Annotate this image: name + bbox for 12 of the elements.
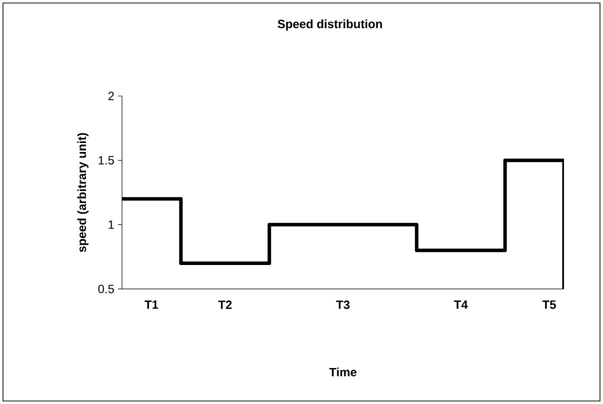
x-tick-label: T4: [454, 300, 468, 309]
x-tick-label: T3: [336, 300, 350, 310]
y-axis-title: speed (arbitrary unit): [77, 133, 88, 252]
x-axis-title: Time: [329, 368, 356, 376]
y-tick-label: 0.5: [98, 284, 114, 294]
chart-title: Speed distribution: [278, 19, 382, 31]
y-tick-label: 1.5: [98, 156, 114, 165]
x-tick-label: T5: [542, 300, 556, 309]
y-tick-label: 1: [108, 220, 114, 229]
y-tick-label: 2: [108, 92, 114, 100]
x-tick-label: T1: [144, 300, 158, 309]
x-tick-label: T2: [218, 300, 232, 309]
